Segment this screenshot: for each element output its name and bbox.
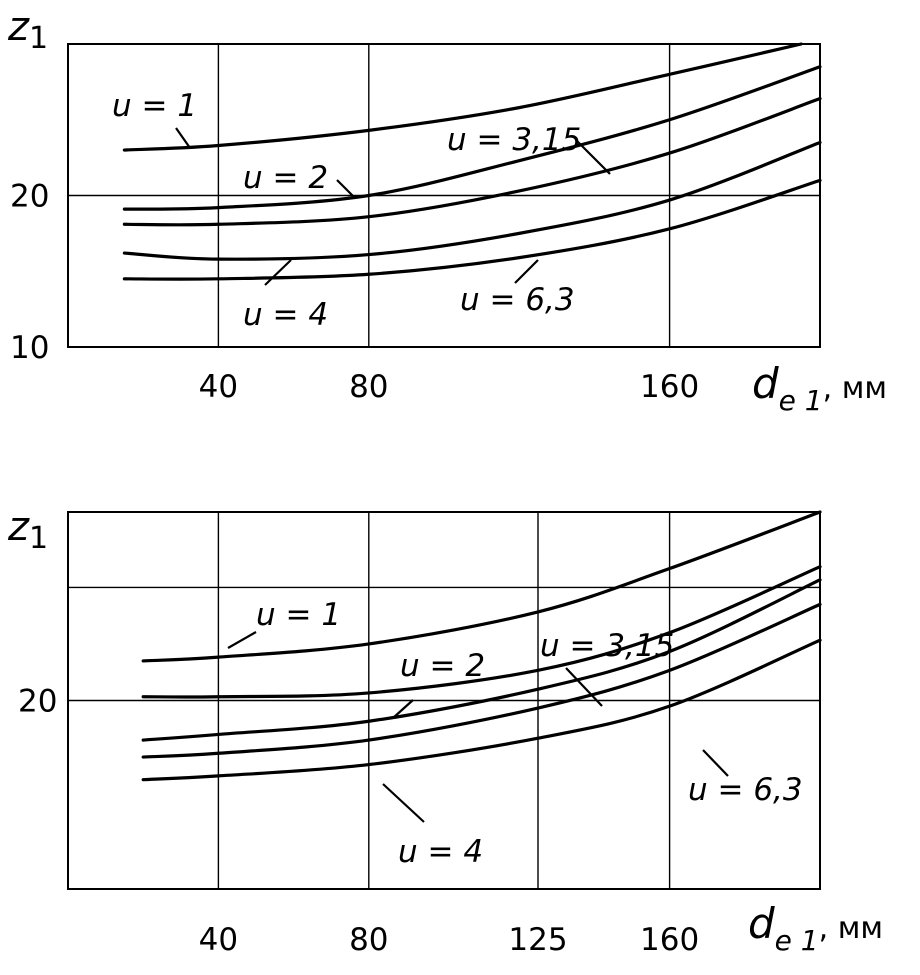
series-line-4 [141,602,822,759]
series-line-2 [141,565,822,699]
x-tick-label: 80 [349,922,388,958]
bottom-label-u1: u = 1 [256,597,341,633]
top-x-ticks: 40 80 160 [199,369,700,405]
top-y-ticks: 10 20 [10,179,49,367]
top-leader-u315 [575,139,611,175]
top-label-u4: u = 4 [243,297,328,333]
top-leader-u2 [336,179,354,197]
y-tick-label: 20 [18,684,57,720]
bottom-y-axis-title: z1 [7,504,48,556]
y-tick-label: 10 [10,330,49,366]
top-label-u315: u = 3,15 [447,122,581,158]
top-grid [68,44,820,347]
bottom-x-ticks: 40 80 125 160 [199,922,700,958]
series-line-1 [141,510,822,663]
series-line-3 [141,578,822,742]
bottom-grid [68,512,820,889]
series-line-5 [122,178,822,281]
top-x-axis-title: de 1, мм [752,359,887,417]
bottom-leader-u2 [392,699,414,719]
bottom-leader-u4 [382,783,425,823]
top-label-u2: u = 2 [243,160,328,196]
series-line-3 [122,96,822,227]
x-tick-label: 80 [349,369,388,405]
series-line-1 [122,42,803,152]
x-tick-label: 40 [199,369,238,405]
bottom-leader-u315 [565,667,603,707]
bottom-chart: 40 80 125 160 20 z1 de 1, мм u = 1 u = 2 u … [7,504,883,958]
top-leader-u4 [264,259,292,286]
top-chart: 40 80 160 10 20 z1 de 1, мм u = 1 u = 2 u =… [7,4,887,417]
series-line-5 [141,638,822,782]
x-tick-label: 40 [199,922,238,958]
top-leader-u1 [175,127,191,149]
top-leader-u63 [514,259,539,284]
bottom-label-u4: u = 4 [398,834,483,870]
x-tick-label: 160 [640,922,699,958]
series-line-4 [122,140,822,261]
bottom-curves [141,510,822,782]
top-label-u63: u = 6,3 [460,282,575,318]
x-tick-label: 125 [508,922,567,958]
y-tick-label: 20 [10,179,49,215]
top-label-u1: u = 1 [112,88,197,124]
series-line-2 [122,65,822,211]
bottom-label-u315: u = 3,15 [540,628,674,664]
bottom-leader-u1 [227,631,257,649]
x-tick-label: 160 [640,369,699,405]
bottom-leader-u63 [702,749,729,777]
bottom-label-u2: u = 2 [400,648,485,684]
top-y-axis-title: z1 [7,4,48,56]
bottom-label-u63: u = 6,3 [688,772,803,808]
top-curves [122,42,822,281]
bottom-x-axis-title: de 1, мм [748,899,883,957]
bottom-y-ticks: 20 [18,684,57,720]
